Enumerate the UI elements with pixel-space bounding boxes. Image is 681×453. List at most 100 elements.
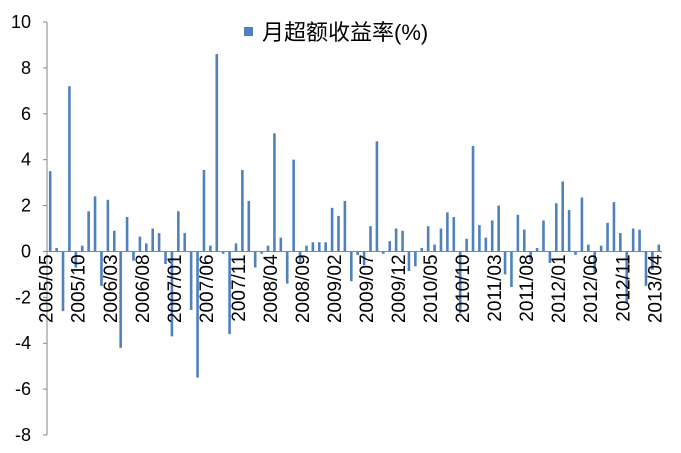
x-tick-label: 2006/08 — [133, 254, 154, 323]
bar-45 — [337, 215, 340, 252]
bar-37 — [285, 251, 289, 284]
bar-7 — [93, 196, 97, 252]
bar-52 — [382, 251, 385, 254]
bar-82 — [574, 251, 577, 255]
bar-80 — [561, 181, 564, 252]
bar-49 — [362, 251, 366, 266]
x-tick-label: 2011/08 — [517, 254, 538, 321]
bar-16 — [151, 228, 154, 252]
bar-22 — [189, 251, 193, 310]
bar-14 — [138, 236, 142, 252]
bar-20 — [177, 211, 180, 252]
y-tick-label: 6 — [21, 104, 31, 124]
bar-28 — [228, 251, 231, 335]
x-tick-label: 2010/05 — [421, 254, 442, 323]
bar-31 — [247, 200, 251, 252]
bar-40 — [305, 245, 308, 252]
bar-5 — [80, 245, 84, 252]
bar-21 — [183, 233, 187, 252]
bar-46 — [343, 200, 347, 252]
bar-76 — [535, 248, 539, 252]
bar-81 — [567, 210, 571, 252]
x-tick-label: 2005/05 — [37, 254, 58, 323]
x-tick-label: 2012/06 — [581, 254, 602, 323]
bar-63 — [452, 217, 456, 252]
bar-95 — [657, 244, 661, 252]
bar-43 — [324, 242, 327, 252]
bar-78 — [548, 251, 552, 263]
x-tick-label: 2008/04 — [261, 254, 282, 323]
x-tick-label: 2007/01 — [165, 254, 186, 323]
bar-series — [48, 54, 661, 378]
y-tick-label: 2 — [21, 196, 31, 216]
bar-2 — [61, 251, 65, 312]
bar-51 — [375, 141, 379, 252]
bar-26 — [215, 54, 219, 252]
bar-90 — [625, 251, 629, 302]
bar-85 — [593, 251, 597, 273]
x-tick-label: 2010/10 — [453, 254, 474, 323]
bar-47 — [350, 251, 353, 282]
bar-66 — [471, 145, 475, 252]
y-tick-label: 4 — [21, 150, 31, 170]
bar-48 — [356, 251, 359, 255]
y-axis: 10 8 6 4 2 0 -2 -4 -6 -8 — [11, 12, 47, 445]
bar-36 — [279, 237, 283, 252]
bar-89 — [619, 233, 622, 252]
bar-33 — [260, 251, 263, 254]
y-tick-label: 10 — [11, 12, 31, 32]
x-axis-labels: 2005/05 2005/10 2006/03 2006/08 2007/01 2007/… — [37, 254, 667, 323]
x-tick-label: 2011/03 — [485, 254, 506, 321]
bar-92 — [638, 229, 641, 252]
x-tick-label: 2006/03 — [101, 254, 122, 323]
legend-label: 月超额收益率(%) — [262, 20, 428, 45]
x-tick-label: 2008/09 — [293, 254, 314, 323]
bar-42 — [317, 242, 321, 252]
bar-24 — [202, 169, 206, 252]
bar-55 — [401, 230, 404, 252]
y-tick-label: -6 — [15, 379, 31, 399]
bar-0 — [48, 171, 52, 252]
bar-8 — [100, 251, 103, 286]
bar-93 — [644, 251, 648, 286]
bar-15 — [145, 243, 148, 252]
bar-4 — [74, 251, 78, 268]
bar-61 — [439, 228, 443, 252]
bar-27 — [221, 251, 225, 254]
bar-77 — [542, 220, 545, 252]
y-tick-label: 0 — [21, 241, 31, 261]
bar-39 — [298, 251, 302, 262]
bar-3 — [68, 86, 71, 252]
bar-10 — [112, 230, 116, 252]
x-tick-label: 2005/10 — [69, 254, 90, 323]
bar-86 — [599, 245, 603, 252]
bar-35 — [273, 133, 276, 252]
bar-59 — [426, 226, 430, 252]
y-tick-label: -2 — [15, 287, 31, 307]
bar-72 — [510, 251, 513, 287]
bar-9 — [106, 199, 110, 252]
bar-68 — [484, 237, 488, 252]
bar-13 — [132, 251, 135, 261]
x-tick-label: 2013/04 — [645, 254, 666, 323]
bar-83 — [580, 197, 584, 252]
bar-67 — [478, 225, 481, 252]
bar-44 — [330, 207, 334, 252]
bar-94 — [651, 251, 654, 270]
bar-58 — [420, 248, 424, 252]
bar-91 — [631, 228, 635, 252]
x-tick-label: 2009/02 — [325, 254, 346, 323]
bar-57 — [414, 251, 417, 267]
bar-50 — [369, 226, 372, 252]
bar-74 — [522, 229, 526, 252]
bar-56 — [407, 251, 411, 271]
bar-19 — [170, 251, 174, 337]
bar-12 — [125, 217, 129, 252]
x-tick-label: 2012/11 — [613, 254, 634, 321]
x-tick-label: 2012/01 — [549, 254, 570, 323]
legend: 月超额收益率(%) — [244, 20, 428, 45]
bar-88 — [612, 202, 616, 252]
bar-29 — [234, 243, 238, 252]
bar-87 — [606, 222, 609, 252]
bar-54 — [394, 228, 398, 252]
